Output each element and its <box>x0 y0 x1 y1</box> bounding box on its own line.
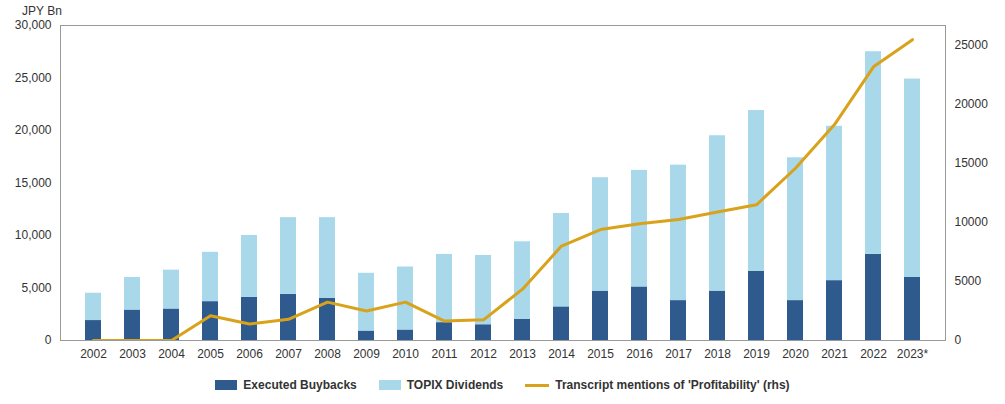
svg-text:2017: 2017 <box>665 347 692 361</box>
svg-text:0: 0 <box>45 333 52 347</box>
svg-text:2011: 2011 <box>432 347 458 361</box>
svg-text:2004: 2004 <box>158 347 185 361</box>
svg-text:2022: 2022 <box>860 347 887 361</box>
svg-text:2016: 2016 <box>626 347 653 361</box>
svg-text:2005: 2005 <box>197 347 224 361</box>
svg-text:2003: 2003 <box>119 347 146 361</box>
svg-text:2009: 2009 <box>353 347 380 361</box>
svg-text:30,000: 30,000 <box>15 18 52 32</box>
svg-text:25000: 25000 <box>955 38 989 52</box>
html-text:Executed Buybacks: Executed Buybacks <box>243 378 357 392</box>
svg-text:10000: 10000 <box>955 215 989 229</box>
html-text:JPY Bn: JPY Bn <box>22 4 62 18</box>
svg-text:2019: 2019 <box>743 347 770 361</box>
svg-text:20,000: 20,000 <box>15 123 52 137</box>
svg-text:15,000: 15,000 <box>15 176 52 190</box>
svg-text:15000: 15000 <box>955 156 989 170</box>
svg-text:2020: 2020 <box>782 347 809 361</box>
svg-text:5000: 5000 <box>955 274 982 288</box>
svg-text:2018: 2018 <box>704 347 731 361</box>
svg-text:2014: 2014 <box>548 347 575 361</box>
svg-text:20000: 20000 <box>955 97 989 111</box>
html-text:Transcript mentions of 'Profit: Transcript mentions of 'Profitability' (… <box>555 378 790 392</box>
svg-text:2023*: 2023* <box>897 347 929 361</box>
svg-text:0: 0 <box>955 333 962 347</box>
svg-text:2008: 2008 <box>314 347 341 361</box>
svg-text:2013: 2013 <box>509 347 536 361</box>
svg-text:25,000: 25,000 <box>15 71 52 85</box>
svg-text:2012: 2012 <box>470 347 497 361</box>
html-text:TOPIX Dividends: TOPIX Dividends <box>406 378 504 392</box>
svg-text:2015: 2015 <box>587 347 614 361</box>
svg-text:2007: 2007 <box>275 347 302 361</box>
svg-text:2010: 2010 <box>392 347 419 361</box>
svg-text:2006: 2006 <box>236 347 263 361</box>
svg-text:2021: 2021 <box>821 347 848 361</box>
svg-text:2002: 2002 <box>80 347 107 361</box>
svg-text:10,000: 10,000 <box>15 228 52 242</box>
svg-text:5,000: 5,000 <box>21 281 51 295</box>
